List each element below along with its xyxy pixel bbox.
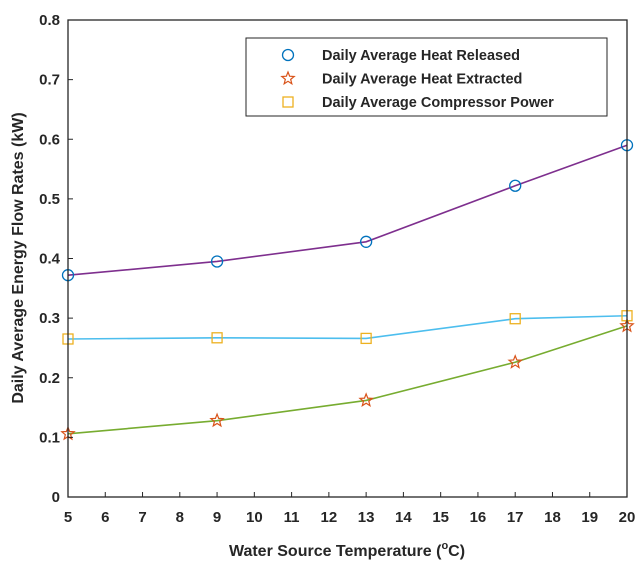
y-tick-label: 0.6 (39, 131, 60, 148)
series-line-1 (67, 144, 628, 276)
y-tick-label: 0.4 (39, 251, 61, 268)
y-tick-label: 0.8 (39, 12, 60, 29)
x-tick-label: 10 (246, 509, 263, 526)
x-tick-label: 15 (432, 509, 449, 526)
y-tick-label: 0.3 (39, 310, 60, 327)
data-point-3-4 (509, 313, 521, 325)
legend-label-3: Daily Average Compressor Power (322, 95, 554, 111)
series-line-2 (67, 325, 628, 435)
x-axis-title-degree: o (441, 540, 448, 552)
series-line-3 (67, 314, 628, 340)
axes: 5 6 7 8 9 10 11 12 13 14 15 16 17 18 19 20 0 0.1 0.2 0.3 0.4… (39, 12, 635, 526)
x-tick-label: 12 (321, 509, 338, 526)
legend-label-2: Daily Average Heat Extracted (322, 72, 522, 88)
legend: Daily Average Heat Released Daily Average… (245, 37, 608, 117)
data-point-1-3 (359, 235, 373, 248)
legend-marker-3 (282, 96, 294, 108)
legend-marker-2 (280, 70, 296, 86)
data-point-2-4 (507, 354, 523, 369)
x-tick-label: 16 (470, 509, 487, 526)
x-tick-label: 13 (358, 509, 375, 526)
x-tick-label: 14 (395, 509, 412, 526)
data-point-1-4 (509, 179, 522, 192)
y-tick-label: 0.2 (39, 370, 60, 387)
x-tick-label: 8 (176, 509, 184, 526)
legend-label-1: Daily Average Heat Released (322, 48, 520, 64)
y-tick-label: 0.5 (39, 191, 60, 208)
data-point-3-3 (360, 332, 372, 345)
x-tick-label: 17 (507, 509, 524, 526)
x-tick-label: 6 (101, 509, 109, 526)
y-axis-title: Daily Average Energy Flow Rates (kW) (10, 112, 27, 403)
data-point-2-3 (358, 392, 374, 408)
data-point-2-2 (209, 412, 225, 428)
x-tick-label: 5 (64, 509, 72, 526)
x-axis-title-text: Water Source Temperature ( (229, 543, 442, 560)
x-tick-label: 20 (619, 509, 636, 526)
legend-marker-1 (281, 48, 295, 62)
y-tick-label: 0.1 (39, 429, 60, 446)
x-tick-label: 9 (213, 509, 221, 526)
x-tick-label: 7 (138, 509, 146, 526)
x-axis-title-unit: C) (448, 543, 465, 560)
series-lines (67, 144, 628, 435)
data-point-3-2 (211, 332, 223, 344)
x-tick-label: 11 (284, 509, 300, 526)
x-tick-label: 18 (544, 509, 561, 526)
y-tick-label: 0.7 (39, 72, 60, 89)
data-point-1-2 (210, 255, 224, 268)
series-markers (60, 139, 635, 441)
x-axis-title: Water Source Temperature (oC) (229, 540, 465, 560)
y-tick-label: 0 (52, 489, 60, 506)
legend-box (245, 37, 608, 117)
x-tick-label: 19 (581, 509, 598, 526)
